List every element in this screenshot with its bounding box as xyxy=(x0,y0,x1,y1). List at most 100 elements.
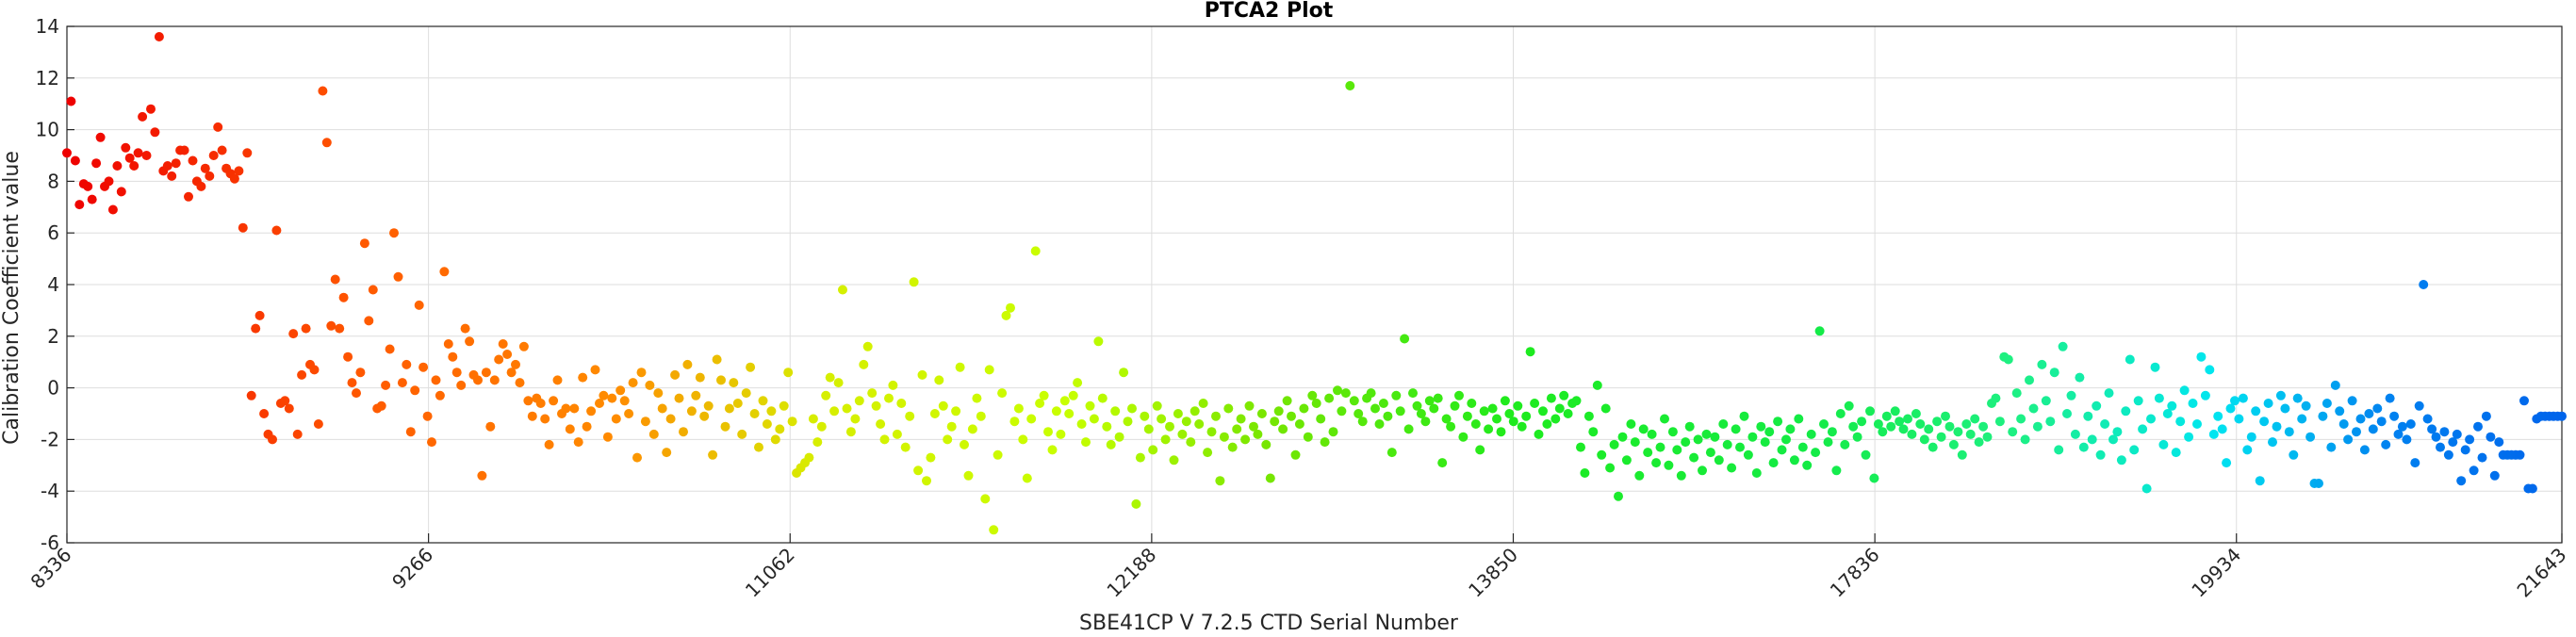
data-point xyxy=(402,359,412,369)
data-point xyxy=(1764,427,1775,437)
data-point xyxy=(2481,411,2491,421)
data-point xyxy=(456,380,467,390)
data-point xyxy=(1475,445,1485,455)
data-point xyxy=(2343,434,2354,445)
data-point xyxy=(188,155,198,166)
data-point xyxy=(938,400,948,411)
data-point xyxy=(972,393,982,403)
data-point xyxy=(544,439,554,449)
data-point xyxy=(1085,400,1095,411)
data-point xyxy=(1676,470,1686,481)
data-point xyxy=(83,181,93,191)
data-point xyxy=(770,434,780,445)
data-point xyxy=(850,414,861,424)
data-point xyxy=(1437,458,1448,468)
data-point xyxy=(1554,403,1565,414)
data-point xyxy=(657,403,667,414)
data-point xyxy=(879,434,890,445)
data-point xyxy=(1190,406,1200,416)
data-point xyxy=(1110,406,1121,416)
data-point xyxy=(1433,393,1443,403)
data-point xyxy=(208,151,219,160)
data-point xyxy=(2347,396,2357,406)
data-point xyxy=(2208,429,2219,439)
data-point xyxy=(146,104,156,114)
x-axis-title: SBE41CP V 7.2.5 CTD Serial Number xyxy=(1079,612,1459,635)
data-point xyxy=(1102,421,1112,432)
data-point xyxy=(1270,416,1280,427)
y-tick-label: 6 xyxy=(47,221,59,244)
data-point xyxy=(87,194,97,204)
data-point xyxy=(2318,411,2328,421)
data-point xyxy=(951,406,961,416)
data-point xyxy=(321,138,332,148)
data-point xyxy=(2251,406,2261,416)
data-point xyxy=(1588,427,1599,437)
data-point xyxy=(1873,419,1883,429)
data-point xyxy=(343,351,353,362)
data-point xyxy=(1450,400,1460,411)
data-point xyxy=(607,393,617,403)
data-point xyxy=(703,400,714,411)
data-point xyxy=(867,388,878,399)
data-point xyxy=(1609,439,1619,449)
data-point xyxy=(1119,368,1129,378)
data-point xyxy=(465,336,475,347)
data-point xyxy=(1349,396,1359,406)
data-point xyxy=(1819,419,1829,429)
data-point xyxy=(1412,400,1422,411)
data-point xyxy=(2419,280,2429,289)
data-point xyxy=(1198,399,1208,408)
data-point xyxy=(1253,429,1263,439)
data-point xyxy=(1013,403,1024,414)
data-point xyxy=(569,403,580,414)
data-point xyxy=(645,380,655,390)
data-point xyxy=(967,424,977,434)
data-point xyxy=(359,238,369,249)
data-point xyxy=(2489,470,2500,481)
data-point xyxy=(871,400,881,411)
data-point xyxy=(477,470,487,481)
data-point xyxy=(1718,419,1729,429)
data-point xyxy=(2414,400,2424,411)
data-point xyxy=(1282,396,1292,406)
data-point xyxy=(732,399,743,408)
data-point xyxy=(2129,445,2140,455)
data-point xyxy=(1240,434,1251,445)
data-point xyxy=(729,378,739,388)
data-point xyxy=(2200,390,2210,400)
x-tick-label: 11062 xyxy=(741,544,799,602)
data-point xyxy=(167,171,177,181)
data-point xyxy=(1441,414,1452,424)
data-point xyxy=(1492,414,1501,424)
data-point xyxy=(1895,416,1905,427)
data-point xyxy=(141,151,152,160)
data-point xyxy=(1366,388,1376,399)
data-point xyxy=(909,277,919,287)
data-point xyxy=(1600,403,1611,414)
data-point xyxy=(1345,81,1355,90)
data-point xyxy=(2292,393,2303,403)
data-point xyxy=(1907,429,1917,439)
data-point xyxy=(229,173,239,184)
data-point xyxy=(1157,414,1167,424)
data-point xyxy=(2427,424,2437,434)
data-point xyxy=(2465,434,2475,445)
data-point xyxy=(1165,421,1174,432)
data-point xyxy=(2352,427,2361,437)
data-point xyxy=(825,372,835,383)
data-point xyxy=(1018,434,1028,445)
data-point xyxy=(2436,442,2445,452)
data-point xyxy=(2477,452,2487,463)
data-point xyxy=(1467,399,1477,408)
data-point xyxy=(2158,439,2169,449)
data-point xyxy=(1299,403,1309,414)
data-point xyxy=(2397,421,2407,432)
data-point xyxy=(1320,437,1330,448)
data-point xyxy=(184,191,193,202)
data-point xyxy=(2175,416,2186,427)
data-point xyxy=(74,200,85,210)
data-point xyxy=(1936,432,1946,442)
data-point xyxy=(2372,403,2383,414)
data-point xyxy=(1001,310,1011,320)
